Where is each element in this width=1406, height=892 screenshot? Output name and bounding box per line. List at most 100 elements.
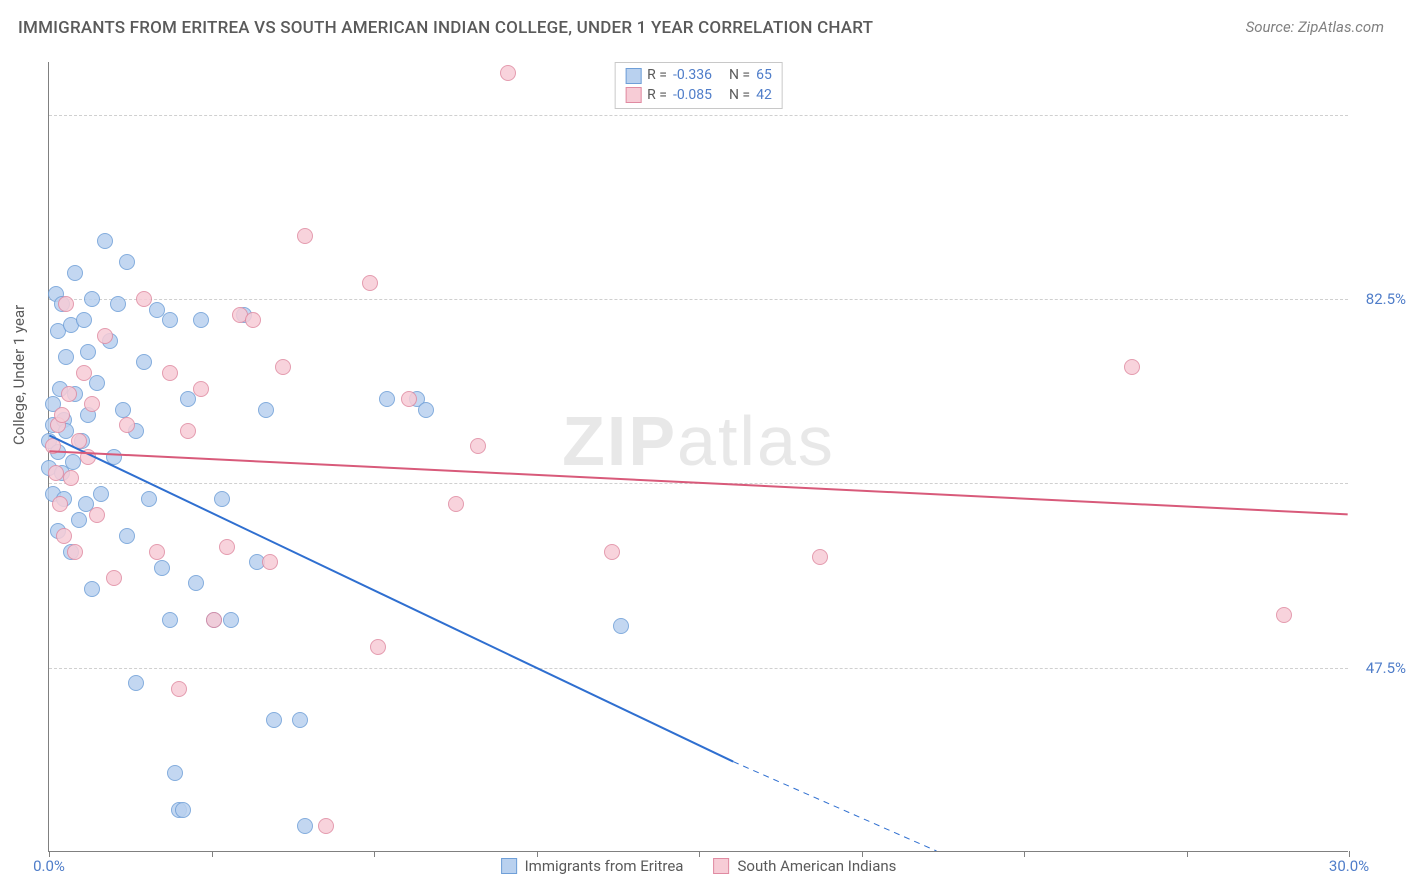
legend-swatch [625, 68, 641, 84]
legend-item: South American Indians [713, 857, 896, 875]
data-point-sai [275, 359, 291, 375]
y-tick-label: 47.5% [1366, 659, 1406, 677]
legend-row: R = -0.085 N = 42 [625, 86, 772, 106]
data-point-sai [97, 328, 113, 344]
data-point-sai [297, 228, 313, 244]
data-point-eritrea [84, 581, 100, 597]
plot-area: College, Under 1 year ZIPatlas R = -0.33… [48, 62, 1348, 852]
data-point-sai [362, 275, 378, 291]
data-point-sai [119, 417, 135, 433]
chart-title: IMMIGRANTS FROM ERITREA VS SOUTH AMERICA… [18, 18, 873, 38]
n-value: 65 [756, 66, 772, 86]
data-point-sai [219, 539, 235, 555]
data-point-eritrea [119, 254, 135, 270]
data-point-eritrea [193, 312, 209, 328]
data-point-eritrea [71, 512, 87, 528]
data-point-eritrea [97, 233, 113, 249]
x-tick [1187, 851, 1188, 857]
n-value: 42 [756, 86, 772, 106]
x-tick-label: 0.0% [33, 857, 65, 875]
data-point-eritrea [214, 491, 230, 507]
data-point-sai [48, 465, 64, 481]
y-tick-label: 82.5% [1366, 290, 1406, 308]
data-point-eritrea [93, 486, 109, 502]
data-point-eritrea [154, 560, 170, 576]
data-point-eritrea [76, 312, 92, 328]
data-point-sai [56, 528, 72, 544]
legend-swatch [501, 858, 517, 874]
legend-swatch [625, 87, 641, 103]
regression-lines [49, 62, 1348, 851]
data-point-sai [193, 381, 209, 397]
legend-label: Immigrants from Eritrea [525, 857, 684, 875]
data-point-eritrea [119, 528, 135, 544]
gridline [49, 668, 1348, 669]
data-point-eritrea [106, 449, 122, 465]
n-label: N = [729, 86, 750, 106]
data-point-sai [76, 365, 92, 381]
data-point-sai [89, 507, 105, 523]
data-point-eritrea [115, 402, 131, 418]
data-point-sai [71, 433, 87, 449]
data-point-eritrea [613, 618, 629, 634]
data-point-sai [180, 423, 196, 439]
data-point-sai [470, 438, 486, 454]
data-point-eritrea [292, 712, 308, 728]
data-point-sai [262, 554, 278, 570]
data-point-sai [604, 544, 620, 560]
data-point-eritrea [180, 391, 196, 407]
data-point-sai [401, 391, 417, 407]
data-point-sai [206, 612, 222, 628]
data-point-eritrea [223, 612, 239, 628]
legend-swatch [713, 858, 729, 874]
r-value: -0.085 [673, 86, 723, 106]
gridline [49, 299, 1348, 300]
data-point-eritrea [379, 391, 395, 407]
data-point-sai [448, 496, 464, 512]
data-point-sai [162, 365, 178, 381]
data-point-sai [63, 470, 79, 486]
x-tick [537, 851, 538, 857]
y-axis-label: College, Under 1 year [10, 304, 28, 444]
data-point-eritrea [167, 765, 183, 781]
x-tick [374, 851, 375, 857]
data-point-sai [61, 386, 77, 402]
legend-bottom: Immigrants from Eritrea South American I… [501, 857, 897, 875]
x-tick-label: 30.0% [1329, 857, 1369, 875]
data-point-eritrea [162, 612, 178, 628]
data-point-eritrea [162, 312, 178, 328]
watermark-bold: ZIP [562, 402, 677, 480]
data-point-eritrea [418, 402, 434, 418]
data-point-sai [45, 438, 61, 454]
data-point-sai [106, 570, 122, 586]
data-point-eritrea [188, 575, 204, 591]
x-tick [212, 851, 213, 857]
data-point-eritrea [80, 344, 96, 360]
n-label: N = [729, 66, 750, 86]
r-label: R = [647, 66, 667, 86]
data-point-eritrea [141, 491, 157, 507]
data-point-eritrea [58, 349, 74, 365]
data-point-eritrea [65, 454, 81, 470]
data-point-eritrea [258, 402, 274, 418]
data-point-eritrea [175, 802, 191, 818]
regression-line-dashed-eritrea [733, 762, 936, 851]
data-point-eritrea [67, 265, 83, 281]
legend-correlation-box: R = -0.336 N = 65 R = -0.085 N = 42 [614, 62, 783, 109]
data-point-sai [1276, 607, 1292, 623]
legend-item: Immigrants from Eritrea [501, 857, 684, 875]
watermark: ZIPatlas [562, 401, 835, 481]
data-point-eritrea [266, 712, 282, 728]
x-tick [1024, 851, 1025, 857]
r-value: -0.336 [673, 66, 723, 86]
data-point-sai [136, 291, 152, 307]
data-point-sai [812, 549, 828, 565]
data-point-sai [149, 544, 165, 560]
data-point-sai [84, 396, 100, 412]
data-point-eritrea [297, 818, 313, 834]
data-point-sai [500, 65, 516, 81]
gridline [49, 483, 1348, 484]
data-point-sai [54, 407, 70, 423]
data-point-sai [58, 296, 74, 312]
data-point-eritrea [89, 375, 105, 391]
